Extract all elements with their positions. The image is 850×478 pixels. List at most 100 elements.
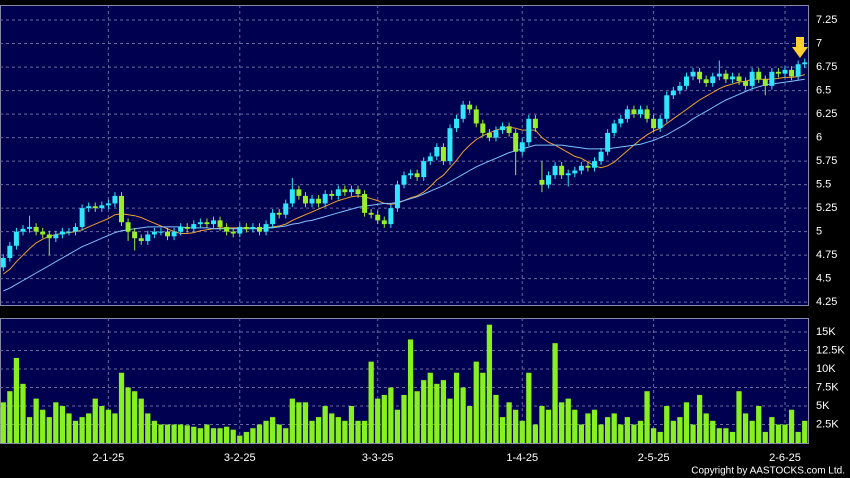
volume-tick-label: 15K (816, 326, 836, 338)
volume-bar (736, 391, 742, 443)
x-tick-label: 2-1-25 (92, 452, 124, 464)
y-tick-label: 5.25 (816, 202, 837, 214)
volume-bar (269, 417, 276, 443)
moving-average-line (3, 78, 805, 292)
volume-bar (191, 426, 197, 443)
candle-body (342, 189, 348, 193)
candle-body (204, 222, 210, 225)
candle-body (651, 118, 657, 129)
volume-bar (769, 417, 775, 443)
candle-body (670, 90, 676, 96)
x-tick-label: 3-3-25 (362, 452, 394, 464)
candle-body (217, 220, 223, 227)
y-tick-label: 5 (816, 226, 822, 238)
volume-bar (729, 431, 736, 443)
volume-bar (348, 406, 355, 443)
candle-body (348, 189, 354, 193)
candle-body (664, 95, 670, 119)
candle-body (79, 208, 85, 227)
volume-bar (164, 424, 171, 443)
marks (0, 58, 808, 443)
y-tick-label: 4.75 (816, 249, 837, 261)
candle-body (316, 198, 322, 204)
volume-bar (683, 402, 690, 443)
volume-bar (499, 417, 506, 443)
volume-bar (710, 420, 716, 443)
volume-bar (342, 420, 348, 443)
candle-body (335, 189, 341, 196)
candle-body (210, 220, 216, 225)
volume-bar (650, 428, 657, 443)
candle-body (631, 109, 637, 115)
volume-bar (572, 409, 578, 443)
y-tick-label: 5.75 (816, 155, 837, 167)
volume-bar (670, 420, 676, 443)
candle-body (565, 173, 571, 176)
y-tick-label: 6.25 (816, 108, 837, 120)
candle-body (230, 231, 236, 234)
volume-bar (138, 398, 144, 443)
candle-body (598, 151, 604, 162)
candle-body (309, 198, 315, 204)
candle-body (394, 184, 400, 209)
candle-body (276, 212, 282, 215)
volume-bar (132, 391, 138, 443)
volume-bar (775, 424, 782, 443)
x-tick-label: 2-6-25 (769, 452, 801, 464)
copyright: Copyright by AASTOCKS.com Ltd. (691, 466, 845, 477)
volume-bar (513, 409, 519, 443)
candle-body (283, 203, 289, 215)
x-tick-label: 3-2-25 (224, 452, 256, 464)
volume-bar (309, 420, 315, 443)
candle-body (506, 126, 512, 133)
volume-bar (217, 428, 223, 443)
candle-body (388, 208, 394, 225)
volume-tick-label: 2.5K (816, 418, 839, 430)
volume-bar (197, 428, 203, 443)
volume-bar (151, 420, 158, 443)
volume-bar (92, 398, 98, 443)
candle-body (532, 118, 538, 129)
candle-body (145, 234, 151, 242)
candle-body (519, 142, 525, 152)
candle-body (657, 118, 663, 129)
volume-bar (749, 420, 755, 443)
y-tick-label: 7.25 (816, 14, 837, 26)
y-tick-label: 4.5 (816, 273, 831, 285)
volume-bar (79, 417, 85, 443)
candle-body (736, 76, 742, 82)
candle-body (421, 161, 427, 178)
candle-body (243, 226, 249, 229)
candle-body (401, 175, 407, 185)
candle-body (368, 212, 374, 215)
volume-bar (545, 409, 552, 443)
candle-body (99, 205, 105, 209)
candle-body (605, 132, 611, 152)
volume-bar (762, 431, 768, 443)
volume-bar (506, 402, 512, 443)
volume-bar (368, 361, 374, 443)
candle-body (171, 231, 177, 237)
volume-tick-label: 10K (816, 363, 836, 375)
candle-body (526, 118, 532, 143)
candle-body (427, 156, 433, 162)
candle-body (86, 206, 92, 209)
volume-bar (434, 383, 440, 443)
candle-body (191, 224, 197, 229)
volume-bar (414, 391, 420, 443)
candle-body (53, 234, 59, 239)
candle-body (46, 234, 52, 239)
candle-body (592, 161, 598, 168)
volume-bar (467, 406, 473, 443)
volume-bar (322, 406, 328, 443)
candle-body (7, 245, 13, 258)
candle-body (775, 71, 781, 74)
volume-bar (13, 357, 20, 443)
candle-body (13, 231, 19, 246)
candle-body (486, 132, 492, 138)
volume-bar (256, 424, 263, 443)
volume-bar (631, 424, 637, 443)
candle-body (33, 226, 39, 232)
volume-bar (335, 417, 341, 443)
candle-body (473, 109, 479, 124)
